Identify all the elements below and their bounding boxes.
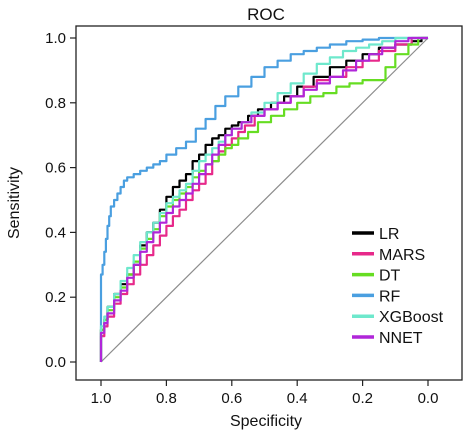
x-axis: 1.0 0.8 0.6 0.4 0.2 0.0 <box>91 380 439 407</box>
x-tick-label: 0.8 <box>156 390 177 407</box>
reference-diagonal-line <box>100 37 429 363</box>
x-tick-label: 0.2 <box>352 390 373 407</box>
legend-label-xgboost: XGBoost <box>379 309 444 326</box>
x-tick-label: 0.4 <box>287 390 308 407</box>
legend-label-nnet: NNET <box>379 330 423 347</box>
y-tick-label: 0.2 <box>45 289 66 306</box>
y-axis: 0.0 0.2 0.4 0.6 0.8 1.0 <box>45 30 76 371</box>
legend-label-rf: RF <box>379 288 401 305</box>
series-line-nnet <box>99 36 428 362</box>
legend: LR MARS DT RF XGBoost NNET <box>352 226 444 347</box>
y-tick-label: 0.8 <box>45 95 66 112</box>
series-line-rf <box>99 36 428 362</box>
plot-area <box>99 36 429 363</box>
y-tick-label: 0.6 <box>45 160 66 177</box>
x-tick-label: 0.0 <box>418 390 439 407</box>
y-tick-label: 1.0 <box>45 30 66 47</box>
chart-title: ROC <box>247 5 285 24</box>
y-tick-label: 0.0 <box>45 354 66 371</box>
y-tick-label: 0.4 <box>45 224 66 241</box>
y-axis-label: Sensitivity <box>6 167 23 239</box>
plot-frame <box>75 25 463 381</box>
legend-label-dt: DT <box>379 268 401 285</box>
x-axis-label: Specificity <box>230 413 302 430</box>
legend-label-mars: MARS <box>379 247 425 264</box>
x-tick-label: 0.6 <box>221 390 242 407</box>
legend-label-lr: LR <box>379 226 399 243</box>
x-tick-label: 1.0 <box>91 390 112 407</box>
